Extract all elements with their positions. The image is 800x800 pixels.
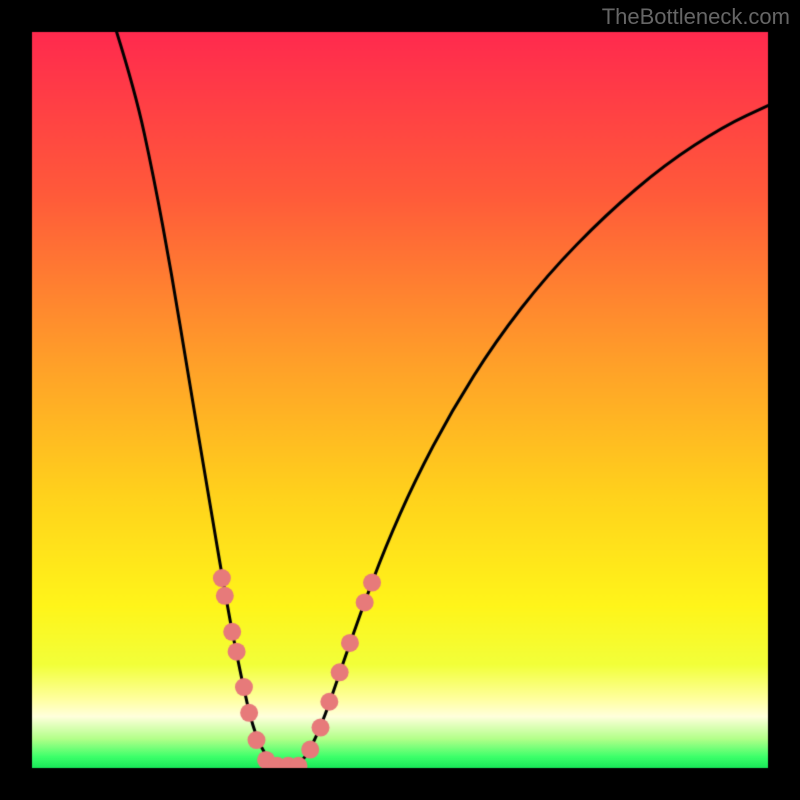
bottleneck-curve-chart: [0, 0, 800, 800]
chart-root: TheBottleneck.com: [0, 0, 800, 800]
watermark-text: TheBottleneck.com: [602, 4, 790, 30]
